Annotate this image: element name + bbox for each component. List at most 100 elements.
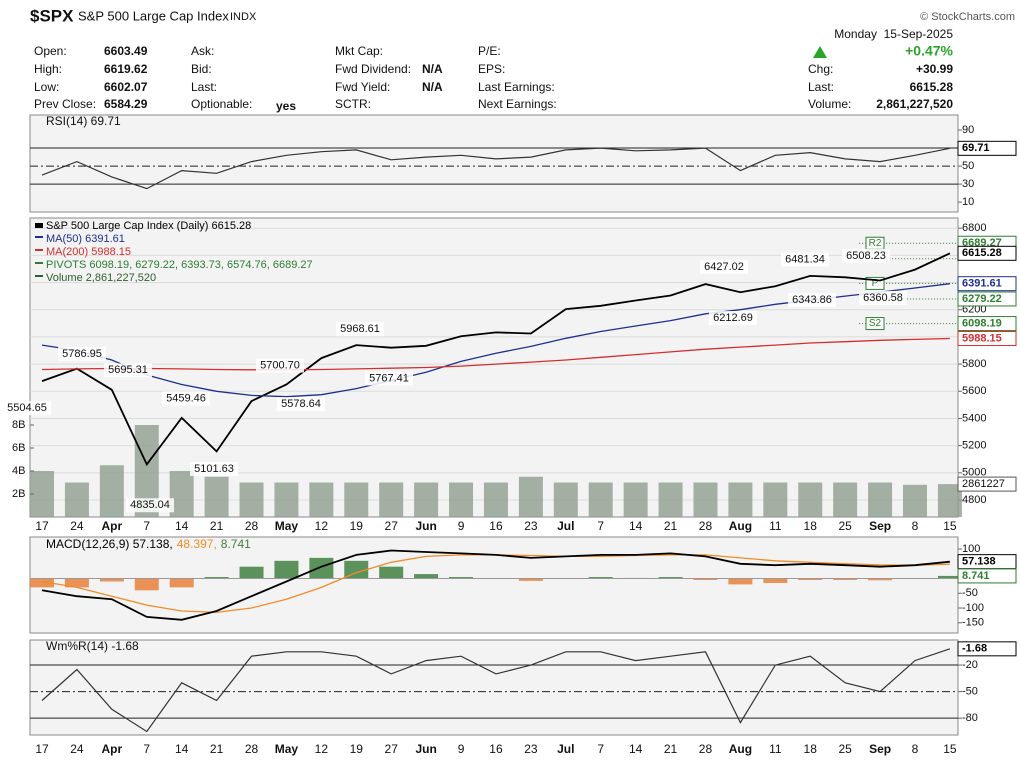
value-tag: 6615.28	[962, 247, 1002, 259]
annotation-box	[781, 252, 829, 267]
field-label: P/E:	[478, 44, 501, 58]
volume-bar	[414, 482, 439, 517]
annotation-box	[3, 401, 51, 416]
histogram-bar	[798, 578, 823, 580]
panel	[29, 217, 959, 518]
annotation: 6427.02	[704, 261, 744, 273]
field-value: 2,861,227,520	[876, 97, 953, 111]
x-tick-label: Jul	[557, 742, 574, 756]
volume-bar	[274, 482, 299, 517]
x-tick-label: 16	[489, 742, 503, 756]
annotation: 6343.86	[792, 294, 832, 306]
x-tick-label: 8	[912, 519, 919, 533]
legend-swatch	[35, 223, 43, 228]
pivot-marker: R2	[869, 238, 882, 249]
value-tag: 8.741	[962, 570, 990, 582]
volume-bar	[658, 482, 683, 517]
indicator-line	[41, 147, 951, 190]
value-tag-box	[957, 276, 1017, 292]
panel-title: Wm%R(14) -1.68	[46, 639, 139, 653]
volume-bar	[64, 482, 89, 517]
field-label: Mkt Cap:	[335, 44, 383, 58]
value-tag: -1.68	[962, 643, 987, 655]
y-tick-label: 5800	[962, 358, 986, 370]
indicator-line	[41, 648, 951, 733]
annotation: 5767.41	[369, 372, 409, 384]
histogram-bar	[763, 578, 788, 583]
y-tick-label: -50	[962, 587, 978, 599]
histogram-bar	[64, 578, 89, 588]
legend-swatch	[35, 275, 43, 277]
legend-swatch	[35, 262, 43, 264]
annotation: 6508.23	[846, 250, 886, 262]
x-tick-label: 7	[597, 742, 604, 756]
field-value: 6603.49	[104, 44, 148, 58]
indicator-line	[41, 549, 950, 621]
legend-entry: S&P 500 Large Cap Index (Daily) 6615.28	[46, 220, 251, 232]
pivot-marker: S2	[869, 318, 882, 329]
field-value: N/A	[422, 62, 443, 76]
legend-entry: Volume 2,861,227,520	[46, 272, 156, 284]
x-tick-label: 16	[489, 519, 503, 533]
x-tick-label: 28	[699, 519, 713, 533]
x-tick-label: 21	[210, 742, 224, 756]
field-value: 6615.28	[910, 80, 954, 94]
value-tag: 6279.22	[962, 293, 1002, 305]
y-tick-label: -50	[962, 686, 978, 698]
annotation: 5459.46	[166, 392, 206, 404]
pivot-marker-box	[865, 317, 885, 331]
index-name: S&P 500 Large Cap Index	[78, 8, 229, 23]
x-tick-label: 7	[597, 519, 604, 533]
annotation-box	[277, 397, 325, 412]
histogram-bar	[588, 577, 613, 579]
volume-bar	[239, 482, 264, 517]
x-tick-label: 24	[70, 519, 84, 533]
field-value: 6602.07	[104, 80, 148, 94]
volume-bar	[204, 476, 229, 517]
x-tick-label: 18	[804, 519, 818, 533]
price-line	[41, 252, 951, 467]
annotation-box	[365, 371, 413, 386]
histogram-bar	[868, 578, 893, 581]
annotation: 5578.64	[281, 398, 321, 410]
value-tag-box	[957, 568, 1017, 584]
x-tick-label: 7	[143, 742, 150, 756]
x-tick-label: 21	[664, 742, 678, 756]
volume-tick-label: 6B	[12, 442, 25, 454]
x-tick-label: 17	[35, 519, 49, 533]
panel-title: MACD(12,26,9) 57.138,	[46, 537, 173, 551]
histogram-bar	[518, 578, 543, 581]
field-label: Optionable:	[191, 97, 252, 111]
histogram-bar	[693, 578, 718, 580]
legend-swatch	[35, 236, 43, 238]
annotation-box	[58, 346, 106, 361]
panel-title: RSI(14) 69.71	[46, 114, 121, 128]
x-tick-label: Apr	[102, 742, 123, 756]
histogram-bar	[204, 577, 229, 579]
x-tick-label: 17	[35, 742, 49, 756]
field-label: Bid:	[191, 62, 212, 76]
volume-bar	[903, 484, 927, 517]
annotation: 4835.04	[130, 499, 170, 511]
annotation-box	[126, 498, 174, 513]
x-tick-label: 28	[699, 742, 713, 756]
volume-bar	[693, 482, 718, 517]
panel-title: 8.741	[221, 537, 251, 551]
value-tag: 57.138	[962, 556, 996, 568]
y-tick-label: 4800	[962, 494, 986, 506]
value-tag-box	[957, 331, 1017, 347]
x-tick-label: May	[275, 519, 299, 533]
field-value: 6619.62	[104, 62, 148, 76]
annotation-box	[709, 311, 757, 326]
x-tick-label: 14	[175, 742, 189, 756]
x-tick-label: 12	[315, 742, 329, 756]
field-label: Last Earnings:	[478, 80, 555, 94]
x-tick-label: 23	[524, 519, 538, 533]
field-label: Open:	[34, 44, 67, 58]
field-label: High:	[34, 62, 62, 76]
histogram-bar	[658, 577, 683, 579]
volume-bar	[868, 482, 893, 517]
value-tag-box	[957, 140, 1017, 156]
